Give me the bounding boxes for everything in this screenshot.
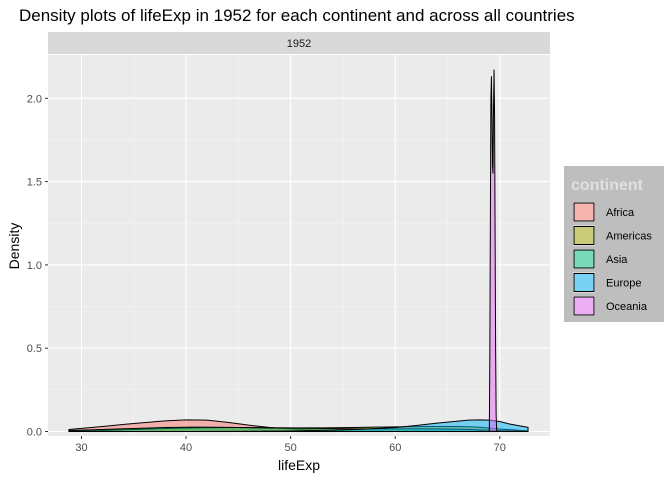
legend-swatch-europe: [573, 273, 595, 292]
y-axis-title: Density: [6, 223, 22, 270]
facet-strip-label: 1952: [287, 38, 311, 50]
y-tick-label: 0.5: [27, 343, 42, 355]
panel-background: [48, 55, 550, 436]
gridlines: [48, 55, 550, 436]
x-tick-label: 50: [285, 442, 297, 454]
legend-items: Africa Americas Asia Europe Oceania: [573, 202, 652, 316]
legend-label-asia: Asia: [606, 254, 628, 266]
y-tick-label: 1.5: [27, 177, 42, 189]
y-tick-label: 2.0: [27, 93, 42, 105]
x-tick-label: 60: [389, 442, 401, 454]
legend: continent Africa Americas Asia Europe Oceani…: [564, 166, 664, 322]
legend-title: continent: [571, 177, 644, 194]
y-axis-ticks: 0.0 0.5 1.0 1.5 2.0: [27, 93, 48, 439]
density-area-europe: [68, 419, 529, 432]
y-tick-label: 0.0: [27, 427, 42, 439]
legend-label-africa: Africa: [606, 207, 635, 219]
legend-swatch-africa: [573, 202, 595, 222]
legend-swatch-americas: [573, 226, 595, 245]
x-axis-ticks: 30 40 50 60 70: [75, 436, 506, 454]
legend-label-oceania: Oceania: [606, 301, 648, 313]
legend-swatch-asia: [573, 249, 595, 269]
density-area-oceania: [488, 69, 498, 432]
x-tick-label: 70: [494, 442, 506, 454]
legend-label-europe: Europe: [606, 278, 641, 290]
legend-label-americas: Americas: [606, 231, 652, 243]
x-tick-label: 40: [180, 442, 192, 454]
x-tick-label: 30: [75, 442, 87, 454]
x-axis-title: lifeExp: [278, 457, 320, 473]
legend-swatch-oceania: [573, 296, 595, 316]
y-tick-label: 1.0: [27, 260, 42, 272]
facet-strip: [48, 32, 550, 54]
density-areas: [68, 69, 529, 432]
chart-title: Density plots of lifeExp in 1952 for eac…: [19, 6, 575, 25]
